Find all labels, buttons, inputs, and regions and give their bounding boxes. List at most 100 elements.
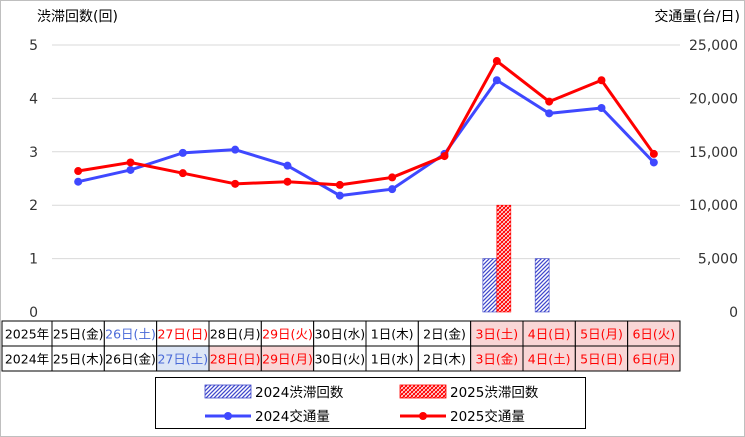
category-label: 3日(土): [475, 327, 518, 342]
category-cell: [51, 345, 105, 372]
point-2024交通量: [283, 161, 292, 170]
category-label: 30日(水): [314, 327, 365, 342]
category-label: 4日(土): [528, 352, 571, 367]
category-cell: [574, 345, 629, 372]
legend-marker: [419, 412, 427, 420]
point-2025交通量: [335, 180, 344, 189]
point-2025交通量: [388, 173, 397, 182]
category-label: 5日(月): [580, 327, 623, 342]
y-left-ticks: 0 1 2 3 4 5: [29, 38, 38, 321]
point-2024交通量: [649, 158, 658, 167]
y-left-tick-label: 4: [29, 91, 38, 107]
point-2025交通量: [649, 149, 658, 158]
point-2025交通量: [231, 179, 240, 188]
gridlines: [52, 44, 680, 260]
y-right-tick-label: 20,000: [689, 91, 738, 107]
point-2024交通量: [492, 76, 501, 85]
y-right-axis-label: 交通量(台/日): [654, 8, 740, 25]
point-2025交通量: [74, 167, 83, 176]
point-2025交通量: [492, 57, 501, 66]
category-label: 29日(月): [262, 352, 313, 367]
category-label: 5日(日): [580, 352, 623, 367]
category-label: 25日(金): [53, 327, 104, 342]
legend-swatch-2025渋滞回数: [399, 384, 447, 399]
category-label: 2日(木): [423, 352, 466, 367]
legend-label: 2024渋滞回数: [255, 385, 344, 401]
category-cell: [365, 345, 419, 372]
point-2024交通量: [178, 148, 187, 157]
category-label: 27日(日): [157, 327, 208, 342]
bar-2024渋滞回数: [482, 258, 498, 313]
category-label: 1日(水): [371, 352, 414, 367]
category-cell: [365, 320, 419, 347]
category-label: 27日(土): [157, 352, 208, 367]
y-right-tick-label: 15,000: [689, 145, 738, 161]
category-label: 28日(月): [210, 327, 261, 342]
point-2025交通量: [440, 152, 449, 161]
category-label: 6日(火): [632, 327, 675, 342]
legend-marker: [224, 412, 232, 420]
category-label: 4日(日): [528, 327, 571, 342]
category-label: 30日(火): [314, 352, 365, 367]
category-cell: [156, 345, 210, 372]
line-2025交通量: [77, 59, 656, 187]
category-cell: [51, 320, 105, 347]
category-cell: [103, 345, 158, 372]
legend-label: 2024交通量: [255, 408, 330, 425]
category-cell: [627, 320, 681, 347]
point-2024交通量: [545, 109, 554, 118]
point-2024交通量: [74, 177, 83, 186]
y-left-tick-label: 1: [29, 252, 38, 268]
bar-2025渋滞回数: [496, 204, 512, 313]
category-cell: [627, 345, 681, 372]
category-label: 28日(日): [210, 352, 261, 367]
category-cell: [103, 320, 158, 347]
category-label: 25日(木): [53, 352, 104, 367]
y-right-ticks: 0 5,000 10,000 15,000 20,000 25,000: [689, 38, 738, 321]
category-label: 26日(土): [105, 327, 156, 342]
legend-label: 2025交通量: [450, 408, 525, 425]
y-left-tick-label: 3: [29, 145, 38, 161]
y-left-tick-label: 0: [29, 305, 38, 321]
line-2024交通量: [77, 78, 655, 198]
y-right-tick-label: 0: [729, 305, 738, 321]
category-cell: [470, 345, 524, 372]
category-cell: [417, 320, 472, 347]
point-2024交通量: [597, 104, 606, 113]
category-label: 29日(火): [262, 327, 313, 342]
y-left-tick-label: 5: [29, 38, 38, 54]
category-label: 3日(金): [475, 352, 518, 367]
legend-label: 2025渋滞回数: [450, 385, 539, 401]
category-label: 6日(月): [632, 352, 675, 367]
point-2025交通量: [597, 76, 606, 85]
point-2025交通量: [545, 97, 554, 106]
point-2024交通量: [335, 191, 344, 200]
y-right-tick-label: 10,000: [689, 198, 738, 214]
bar-2024渋滞回数: [534, 258, 550, 313]
category-cell: [574, 320, 629, 347]
point-2025交通量: [178, 169, 187, 178]
point-2025交通量: [126, 158, 135, 167]
legend-swatch-2024渋滞回数: [204, 384, 252, 399]
y-right-tick-label: 25,000: [689, 38, 738, 54]
y-left-axis-label: 渋滞回数(回): [37, 9, 118, 25]
y-right-tick-label: 5,000: [698, 252, 738, 268]
point-2024交通量: [126, 165, 135, 174]
category-label: 26日(金): [105, 352, 156, 367]
category-cell: [208, 345, 262, 372]
row-header-label: 2024年: [5, 352, 49, 367]
row-header-cell: [1, 345, 53, 372]
category-cell: [313, 345, 367, 372]
bar-series: [482, 204, 550, 313]
y-left-tick-label: 2: [29, 198, 38, 214]
point-2024交通量: [231, 145, 240, 154]
legend: 2024渋滞回数 2025渋滞回数 2024交通量 2025交通量: [155, 377, 586, 429]
category-label: 2日(金): [423, 327, 466, 342]
point-2024交通量: [388, 185, 397, 194]
line-series: [74, 57, 658, 200]
row-header-label: 2025年: [5, 327, 49, 342]
category-cell: [417, 345, 472, 372]
point-2025交通量: [283, 177, 292, 186]
category-label: 1日(木): [371, 327, 414, 342]
